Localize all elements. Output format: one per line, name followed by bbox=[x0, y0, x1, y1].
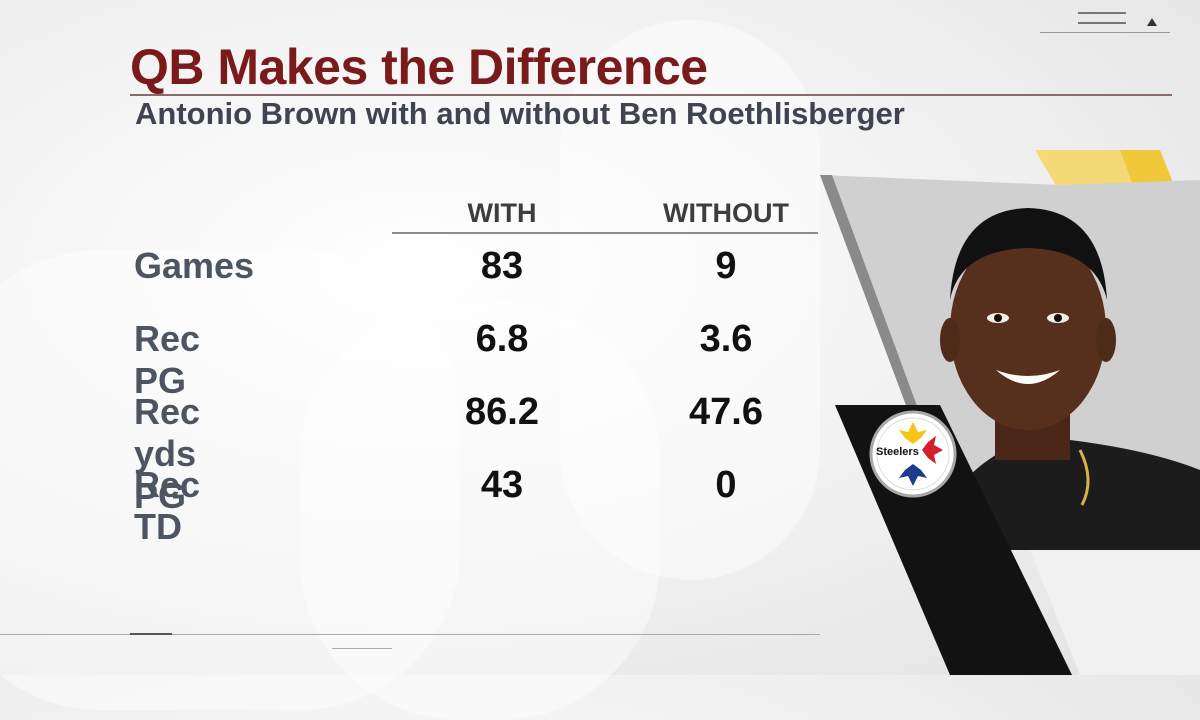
player-smile bbox=[996, 370, 1060, 384]
logo-hypocycloid-red bbox=[922, 436, 943, 464]
bottom-line bbox=[0, 634, 820, 635]
corner-line bbox=[1078, 12, 1126, 14]
page-subtitle: Antonio Brown with and without Ben Roeth… bbox=[135, 96, 905, 131]
cell-rec-pg-without: 3.6 bbox=[699, 318, 753, 360]
column-header-with: WITH bbox=[467, 198, 537, 228]
title-underline bbox=[130, 94, 1172, 96]
row-label-games: Games bbox=[134, 245, 255, 286]
logo-hypocycloid-blue bbox=[899, 464, 927, 486]
player-necklace bbox=[1078, 449, 1090, 506]
player-head bbox=[950, 230, 1106, 430]
cell-rec-td-with: 43 bbox=[480, 464, 524, 506]
background-shape bbox=[0, 250, 460, 710]
player-pupil bbox=[994, 314, 1002, 322]
background-shape bbox=[560, 20, 820, 580]
steelers-logo bbox=[869, 410, 957, 498]
logo-inner-ring bbox=[876, 417, 950, 491]
player-ear bbox=[940, 318, 960, 362]
background-shape bbox=[300, 300, 660, 720]
bottom-line bbox=[332, 648, 392, 649]
player-hair bbox=[950, 208, 1107, 300]
logo-hypocycloid-yellow bbox=[899, 422, 927, 444]
player-ear bbox=[1096, 318, 1116, 362]
header-divider bbox=[392, 232, 818, 234]
logo-wordmark: Steelers bbox=[876, 446, 919, 458]
cell-rec-td-without: 0 bbox=[715, 464, 737, 506]
cell-rec-yds-pg-with: 86.2 bbox=[465, 391, 539, 433]
bottom-line-accent bbox=[130, 633, 172, 635]
triangle-icon bbox=[1147, 18, 1157, 26]
column-header-without: WITHOUT bbox=[663, 198, 789, 228]
player-pupil bbox=[1054, 314, 1062, 322]
cell-games-with: 83 bbox=[480, 245, 524, 287]
corner-line bbox=[1078, 22, 1126, 24]
corner-line bbox=[1040, 32, 1170, 33]
player-photo-panel bbox=[820, 150, 1200, 675]
page-title: QB Makes the Difference bbox=[130, 39, 708, 95]
row-label-rec-pg: Rec PG bbox=[134, 318, 201, 401]
row-label-rec-yds-pg: Rec yds PG bbox=[134, 391, 201, 516]
cell-games-without: 9 bbox=[715, 245, 737, 287]
cell-rec-yds-pg-without: 47.6 bbox=[689, 391, 763, 433]
cell-rec-pg-with: 6.8 bbox=[475, 318, 529, 360]
photo-bottom-wedge bbox=[1030, 550, 1200, 675]
row-label-rec-td: Rec TD bbox=[134, 464, 201, 547]
